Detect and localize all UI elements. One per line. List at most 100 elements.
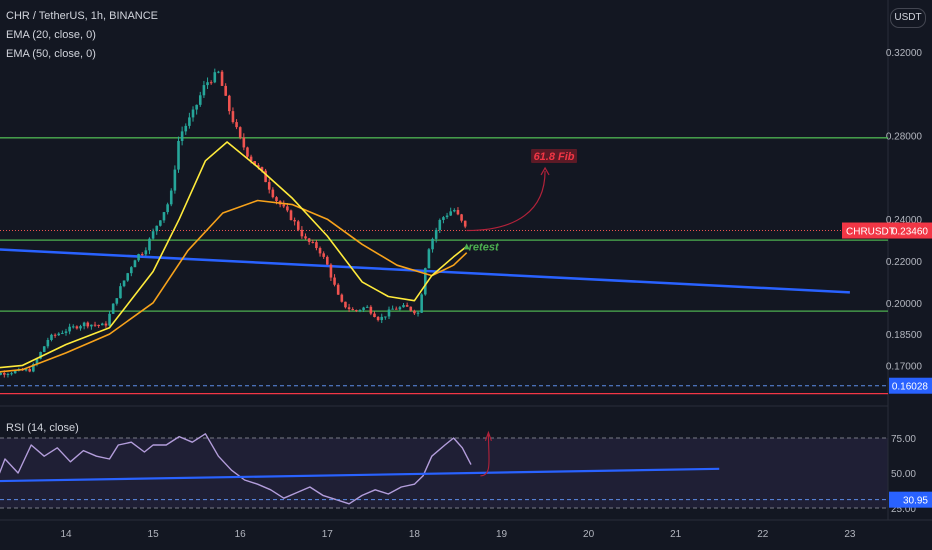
candle-body bbox=[50, 334, 53, 340]
candle-body bbox=[144, 250, 148, 255]
rsi-trendline[interactable] bbox=[0, 467, 720, 483]
candle-body bbox=[351, 309, 355, 311]
candle-body bbox=[79, 326, 82, 329]
candle-body bbox=[42, 346, 46, 352]
candle-body bbox=[159, 220, 162, 226]
candle-body bbox=[289, 210, 293, 221]
candle-body bbox=[169, 190, 173, 205]
candle-body bbox=[282, 204, 286, 207]
candle-body bbox=[198, 95, 202, 105]
candle-body bbox=[275, 197, 278, 202]
price-tick-label: 0.28000 bbox=[886, 132, 923, 143]
candle-body bbox=[402, 305, 405, 308]
candle-body bbox=[257, 165, 260, 168]
level-tag-value: 0.16028 bbox=[892, 382, 929, 393]
candle-body bbox=[75, 326, 79, 329]
symbol-legend[interactable]: CHR / TetherUS, 1h, BINANCE bbox=[6, 10, 159, 22]
candle-body bbox=[427, 249, 431, 269]
price-tick-label: 0.18500 bbox=[886, 330, 923, 341]
time-tick-label: 14 bbox=[60, 529, 72, 540]
candle-body bbox=[296, 221, 300, 230]
candle-body bbox=[231, 111, 235, 123]
retest-label: retest bbox=[469, 241, 500, 253]
candle-body bbox=[358, 309, 362, 311]
candle-body bbox=[438, 219, 442, 230]
ema20-legend[interactable]: EMA (20, close, 0) bbox=[6, 29, 96, 41]
candle-body bbox=[206, 82, 209, 86]
candle-body bbox=[416, 312, 420, 314]
candle-body bbox=[333, 277, 336, 285]
candle-body bbox=[445, 215, 449, 218]
candle-body bbox=[224, 85, 227, 96]
candle-body bbox=[137, 254, 140, 261]
candle-body bbox=[311, 241, 315, 243]
rsi-projection-arrow[interactable] bbox=[480, 433, 490, 477]
candle-body bbox=[336, 284, 340, 295]
candle-body bbox=[100, 323, 104, 326]
candle-body bbox=[329, 264, 333, 278]
candle-body bbox=[453, 210, 456, 212]
candle-body bbox=[405, 305, 409, 307]
candle-body bbox=[318, 248, 322, 254]
candle-body bbox=[6, 373, 10, 375]
level-tag-bg bbox=[889, 377, 932, 394]
candle-body bbox=[184, 125, 188, 132]
candle-body bbox=[180, 131, 184, 141]
candle-body bbox=[264, 170, 267, 183]
candle-body bbox=[387, 309, 391, 317]
candle-body bbox=[340, 294, 344, 302]
candle-body bbox=[409, 306, 413, 311]
candle-body bbox=[108, 313, 111, 326]
candle-body bbox=[177, 140, 180, 170]
candle-body bbox=[39, 351, 42, 359]
candle-body bbox=[307, 238, 311, 242]
candle-body bbox=[35, 358, 39, 365]
candle-body bbox=[71, 326, 75, 328]
candle-body bbox=[32, 364, 35, 372]
candle-body bbox=[434, 229, 438, 239]
currency-selector[interactable]: USDT bbox=[890, 8, 926, 28]
rsi-legend[interactable]: RSI (14, close) bbox=[6, 422, 79, 434]
candle-body bbox=[111, 303, 115, 314]
candle-body bbox=[220, 71, 224, 86]
candle-body bbox=[326, 256, 329, 265]
candle-body bbox=[82, 322, 86, 327]
rsi-tick-label: 50.00 bbox=[891, 469, 916, 480]
last-price-tag-bg bbox=[842, 222, 932, 239]
candle-body bbox=[93, 324, 97, 326]
candle-body bbox=[104, 323, 108, 326]
candle-body bbox=[162, 212, 166, 221]
candle-body bbox=[130, 267, 133, 274]
candle-body bbox=[246, 147, 249, 157]
candle-body bbox=[24, 369, 28, 371]
rsi-arrow-head bbox=[484, 430, 492, 441]
time-tick-label: 15 bbox=[148, 529, 160, 540]
candle-body bbox=[86, 322, 90, 327]
candle-body bbox=[213, 72, 217, 83]
candle-body bbox=[195, 104, 198, 110]
candle-body bbox=[202, 85, 206, 96]
candle-body bbox=[347, 307, 351, 310]
rsi-tick-label: 75.00 bbox=[891, 434, 916, 445]
fib-label-bg bbox=[531, 148, 578, 163]
candle-body bbox=[57, 333, 61, 336]
candle-body bbox=[122, 280, 126, 287]
candle-body bbox=[362, 307, 365, 310]
candle-body bbox=[449, 211, 452, 216]
candle-body bbox=[322, 253, 325, 257]
candle-body bbox=[271, 189, 275, 198]
candle-body bbox=[242, 137, 246, 148]
candle-body bbox=[217, 71, 220, 73]
candle-body bbox=[3, 372, 6, 375]
ema50-legend[interactable]: EMA (50, close, 0) bbox=[6, 48, 96, 60]
candle-body bbox=[286, 206, 289, 211]
candle-body bbox=[423, 268, 427, 295]
time-tick-label: 16 bbox=[235, 529, 247, 540]
candle-body bbox=[140, 254, 144, 256]
price-tick-label: 0.22000 bbox=[886, 257, 923, 268]
candle-body bbox=[126, 273, 129, 281]
candle-body bbox=[173, 169, 177, 191]
fib-projection-arrow[interactable] bbox=[466, 170, 546, 232]
candle-body bbox=[398, 307, 402, 310]
